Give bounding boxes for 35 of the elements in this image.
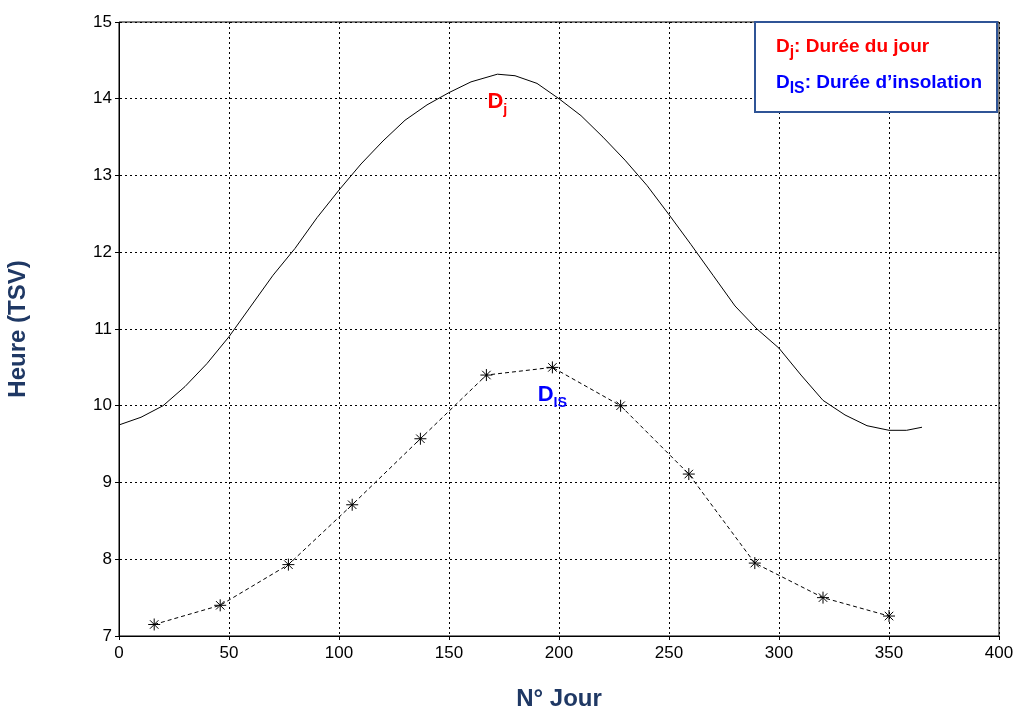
point xyxy=(614,399,628,413)
y-tick-label: 13 xyxy=(93,165,112,185)
y-tick-label: 14 xyxy=(93,88,112,108)
point xyxy=(682,467,696,481)
point xyxy=(748,556,762,570)
y-tick-label: 9 xyxy=(102,472,112,492)
point xyxy=(345,498,359,512)
x-tick-label: 50 xyxy=(219,642,239,662)
point xyxy=(479,368,493,382)
x-tick-label: 300 xyxy=(764,642,794,662)
x-tick-label: 150 xyxy=(434,642,464,662)
x-tick-label: 400 xyxy=(984,642,1014,662)
x-tick-label: 0 xyxy=(114,642,124,662)
x-tick-label: 200 xyxy=(544,642,574,662)
point xyxy=(281,558,295,572)
y-axis-title: Heure (TSV) xyxy=(3,260,31,398)
point xyxy=(213,598,227,612)
point xyxy=(147,617,161,631)
y-tick-label: 7 xyxy=(102,625,112,645)
x-tick-label: 350 xyxy=(874,642,904,662)
point xyxy=(816,591,830,605)
x-tick-label: 100 xyxy=(324,642,354,662)
point xyxy=(413,432,427,446)
x-tick-label: 250 xyxy=(654,642,684,662)
legend-box: D$_{j}$: Durée du jour D$_{IS}$: Durée d’insolation xyxy=(753,21,998,113)
y-tick-label: 10 xyxy=(93,395,112,415)
y-tick-label: 11 xyxy=(94,318,112,338)
annotation: D$_{IS}$: Durée d’insolation xyxy=(775,69,982,98)
y-tick-label: 8 xyxy=(102,548,112,568)
y-tick-label: 15 xyxy=(93,11,112,31)
annotation: D$_{j}$: Durée du jour xyxy=(775,34,931,62)
y-tick-label: 12 xyxy=(93,241,112,261)
x-axis-title: N° Jour xyxy=(516,684,602,712)
point xyxy=(882,609,896,623)
point xyxy=(545,360,559,374)
